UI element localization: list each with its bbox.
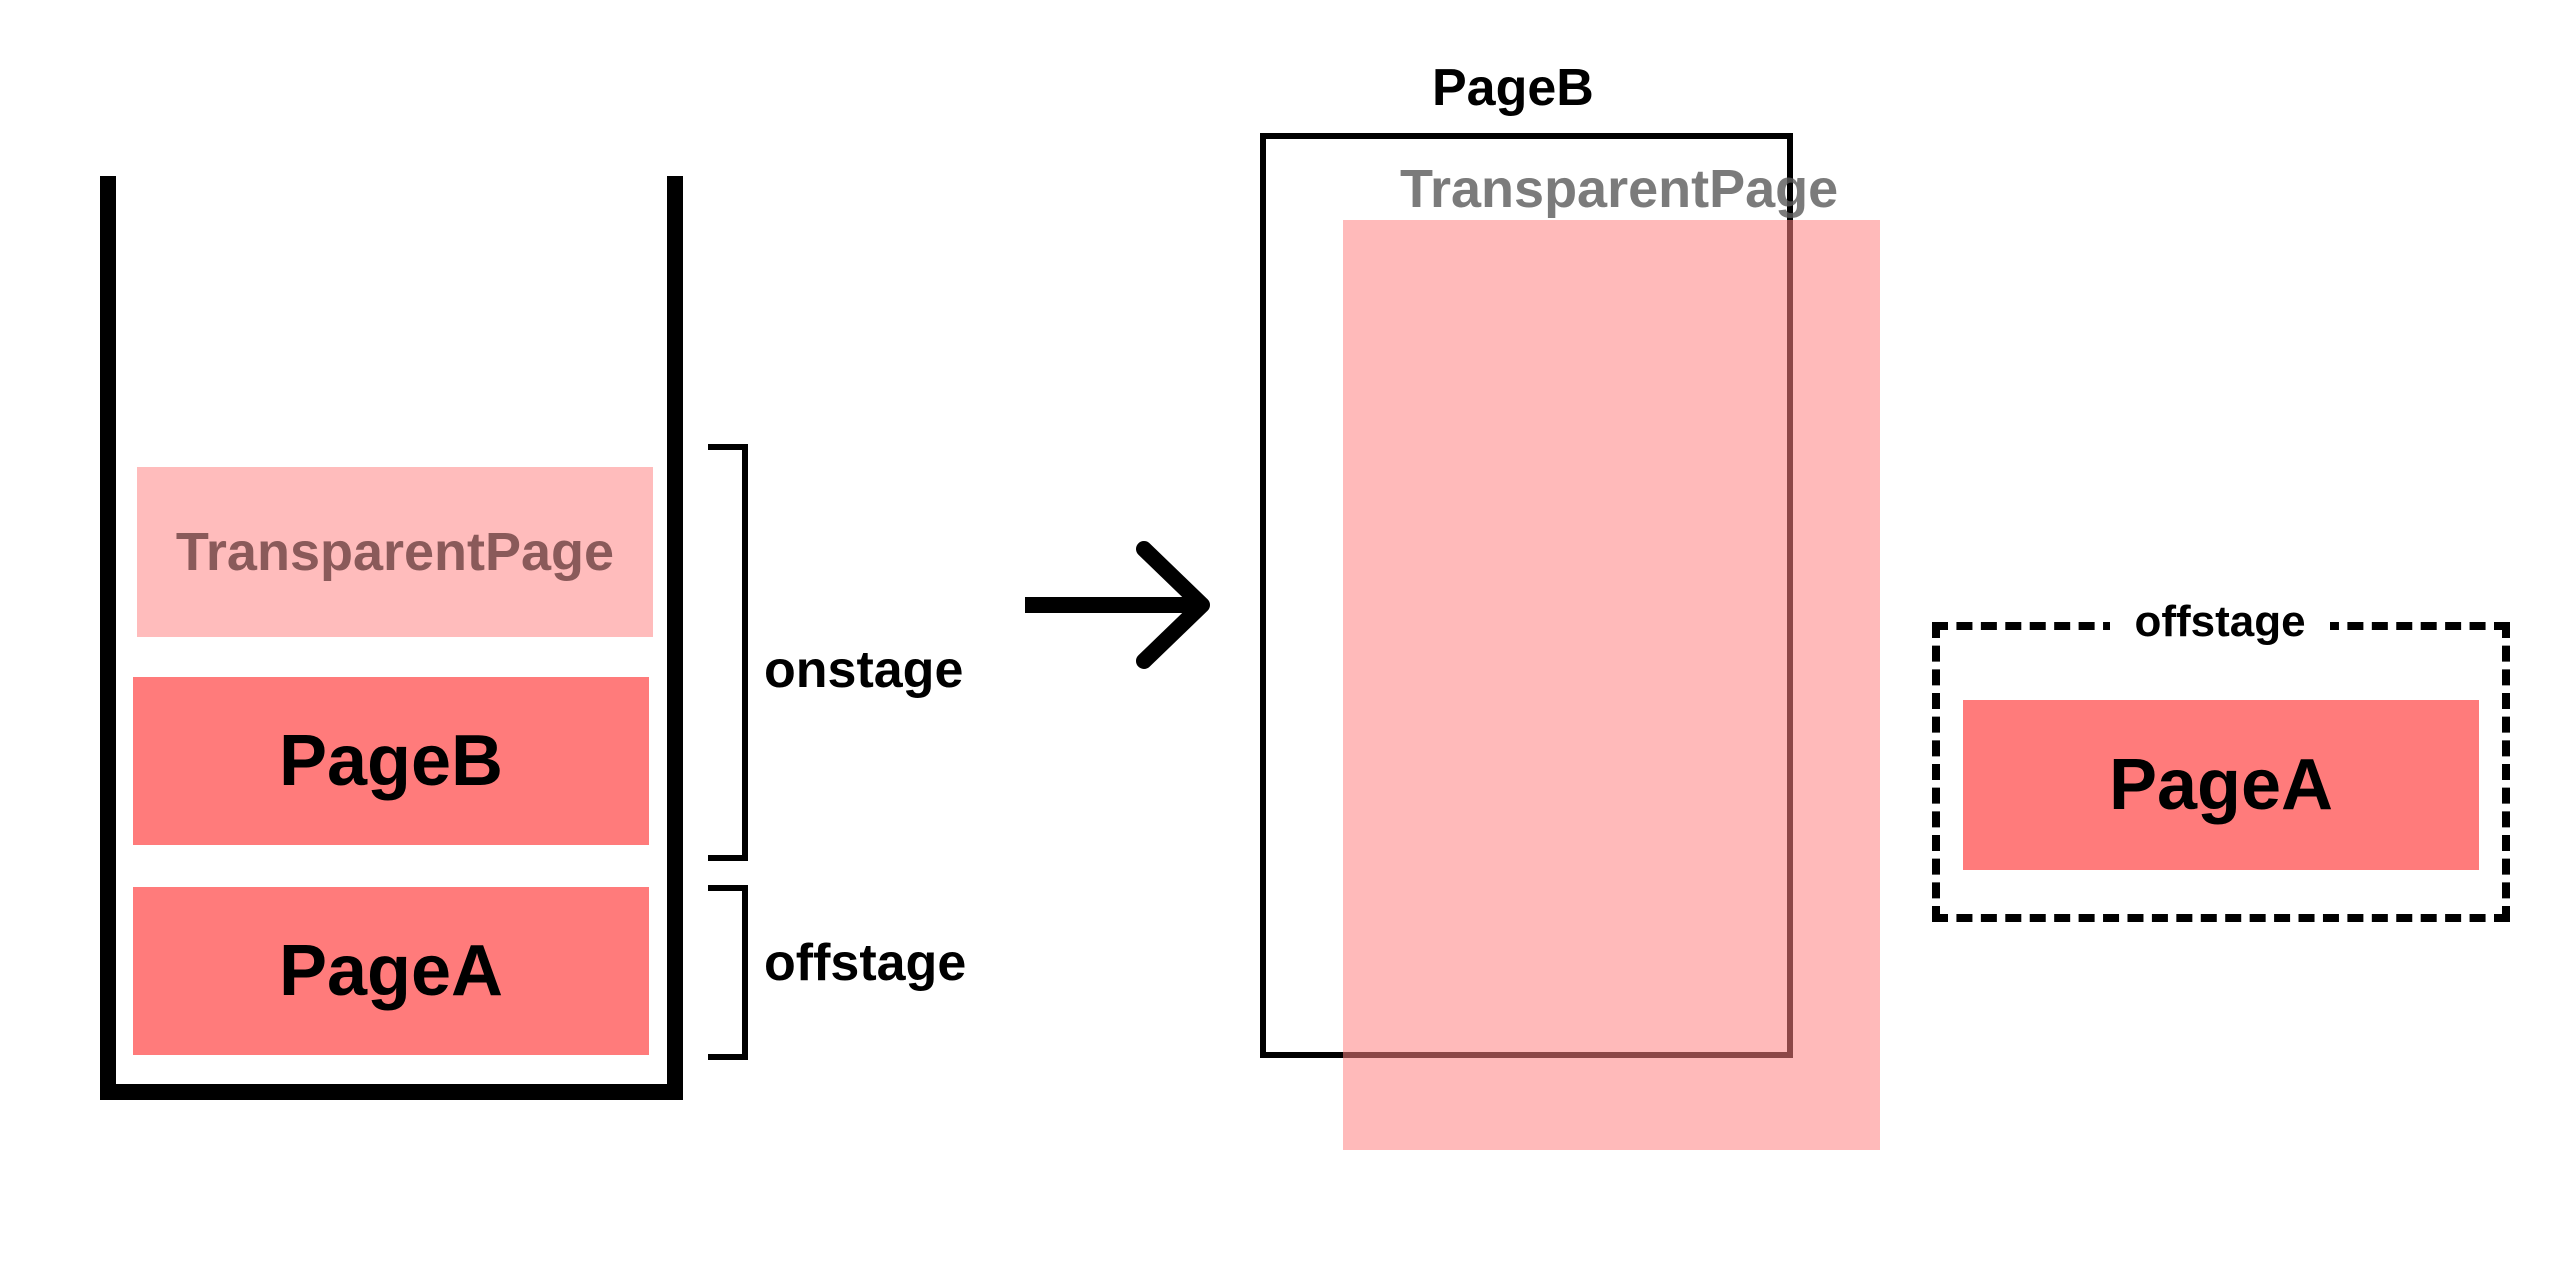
result-offstage-page-a: PageA xyxy=(1963,700,2479,870)
onstage-bracket xyxy=(708,444,748,861)
stack-left-wall xyxy=(100,176,116,1096)
result-page-b-title: PageB xyxy=(1432,59,1594,117)
stack-right-wall xyxy=(667,176,683,1096)
stack-bottom-wall xyxy=(100,1084,683,1100)
offstage-label: offstage xyxy=(764,934,967,992)
onstage-label: onstage xyxy=(764,641,964,699)
right-arrow-icon xyxy=(1025,541,1210,669)
stack-page-b: PageB xyxy=(133,677,649,845)
stack-page-a-label: PageA xyxy=(278,931,504,1011)
result-offstage-group-label: offstage xyxy=(2110,594,2330,650)
offstage-bracket xyxy=(708,885,748,1060)
stack-page-b-label: PageB xyxy=(278,721,504,801)
result-transparent-page xyxy=(1343,220,1880,1150)
stack-transparent-page: TransparentPage xyxy=(137,467,653,637)
result-offstage-page-a-label: PageA xyxy=(2108,745,2334,825)
result-transparent-page-title: TransparentPage xyxy=(1400,159,1839,219)
stack-page-a: PageA xyxy=(133,887,649,1055)
stack-transparent-page-label: TransparentPage xyxy=(175,522,615,582)
